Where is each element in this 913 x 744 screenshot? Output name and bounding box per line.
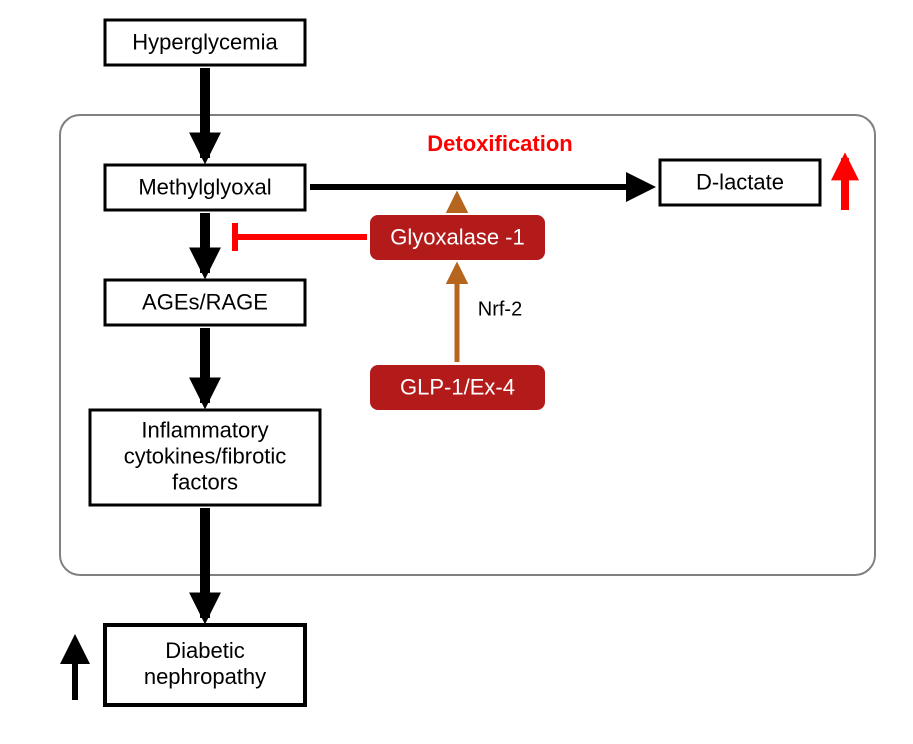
box-inflammatory: Inflammatorycytokines/fibroticfactors [90,410,320,505]
box-inflammatory-line-0: Inflammatory [141,417,268,442]
box-ages_rage-label: AGEs/RAGE [142,289,268,314]
box-hyperglycemia-label: Hyperglycemia [132,29,278,54]
box-glyoxalase-label: Glyoxalase -1 [390,224,525,249]
box-methylglyoxal: Methylglyoxal [105,165,305,210]
box-ages_rage: AGEs/RAGE [105,280,305,325]
box-diabetic-line-0: Diabetic [165,638,244,663]
box-dlactate-label: D-lactate [696,169,784,194]
box-diabetic: Diabeticnephropathy [105,625,305,705]
box-methylglyoxal-label: Methylglyoxal [138,174,271,199]
box-inflammatory-line-2: factors [172,469,238,494]
box-glp1: GLP-1/Ex-4 [370,365,545,410]
box-inflammatory-line-1: cytokines/fibrotic [124,443,287,468]
label-detoxification: Detoxification [427,131,572,156]
box-glyoxalase: Glyoxalase -1 [370,215,545,260]
label-nrf2: Nrf-2 [478,298,522,320]
box-dlactate: D-lactate [660,160,820,205]
box-glp1-label: GLP-1/Ex-4 [400,374,515,399]
box-diabetic-line-1: nephropathy [144,664,266,689]
box-hyperglycemia: Hyperglycemia [105,20,305,65]
